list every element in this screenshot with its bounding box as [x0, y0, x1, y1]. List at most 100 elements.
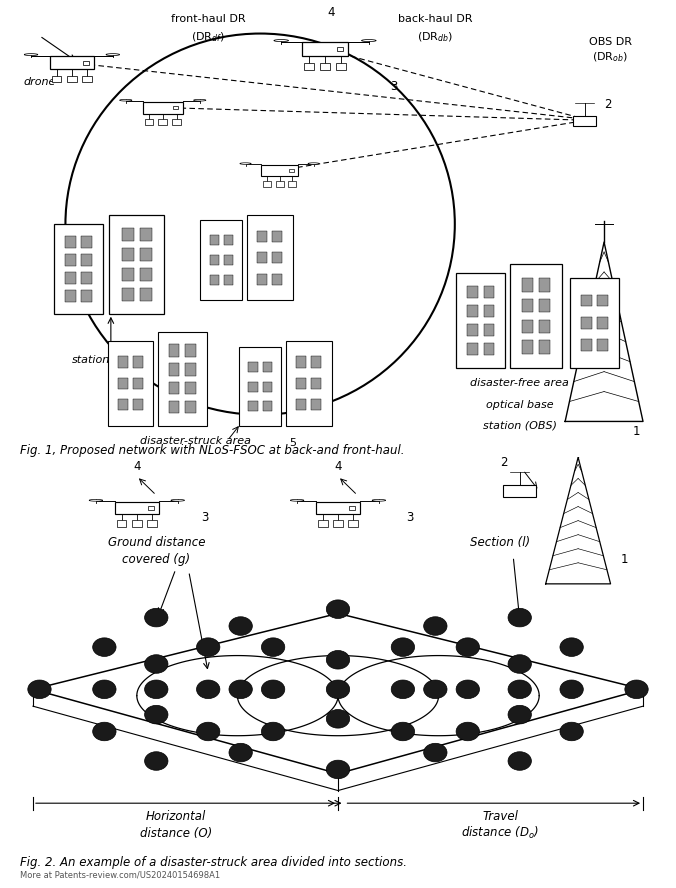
- Bar: [172, 120, 181, 125]
- Bar: [483, 343, 494, 355]
- Bar: [169, 363, 180, 376]
- Bar: [169, 345, 180, 357]
- Bar: [82, 75, 92, 83]
- Text: 3: 3: [201, 511, 209, 524]
- Ellipse shape: [262, 680, 285, 699]
- Text: (DR$_{ob}$): (DR$_{ob}$): [592, 51, 629, 64]
- Bar: [258, 274, 267, 284]
- Bar: [249, 401, 258, 411]
- Bar: [258, 252, 267, 264]
- Bar: [483, 324, 494, 336]
- Bar: [148, 506, 154, 510]
- Bar: [132, 520, 141, 527]
- Bar: [65, 254, 76, 266]
- Text: Ground distance: Ground distance: [107, 535, 205, 549]
- Ellipse shape: [508, 752, 531, 770]
- Ellipse shape: [508, 705, 531, 724]
- Text: 4: 4: [334, 460, 342, 473]
- Ellipse shape: [229, 743, 252, 762]
- Bar: [118, 399, 128, 410]
- Bar: [272, 231, 283, 242]
- Bar: [185, 401, 196, 413]
- Bar: [337, 47, 343, 52]
- Ellipse shape: [197, 722, 220, 741]
- Bar: [239, 347, 281, 426]
- Bar: [573, 116, 596, 126]
- Bar: [158, 120, 167, 125]
- Text: distance ($D_o$): distance ($D_o$): [461, 825, 539, 841]
- Bar: [597, 295, 608, 306]
- Text: disaster-free area: disaster-free area: [470, 377, 569, 387]
- Bar: [249, 382, 258, 392]
- Bar: [81, 290, 92, 302]
- Bar: [143, 101, 183, 114]
- Bar: [262, 401, 272, 411]
- Bar: [107, 341, 153, 426]
- Ellipse shape: [93, 680, 116, 699]
- Bar: [262, 382, 272, 392]
- Text: drone: drone: [23, 77, 55, 87]
- Text: optical base: optical base: [486, 400, 554, 410]
- Ellipse shape: [229, 680, 252, 699]
- Text: 5: 5: [289, 438, 296, 448]
- Bar: [118, 377, 128, 389]
- Bar: [50, 56, 94, 69]
- Ellipse shape: [391, 722, 414, 741]
- Bar: [262, 165, 297, 176]
- Ellipse shape: [28, 680, 51, 699]
- Bar: [504, 485, 536, 497]
- Bar: [349, 506, 355, 510]
- Ellipse shape: [240, 163, 251, 164]
- Bar: [289, 181, 296, 186]
- Bar: [349, 520, 358, 527]
- Bar: [320, 63, 330, 70]
- Ellipse shape: [327, 710, 349, 728]
- Ellipse shape: [145, 680, 168, 699]
- Bar: [301, 42, 348, 56]
- Ellipse shape: [362, 40, 376, 42]
- Text: OBS DR: OBS DR: [589, 36, 632, 47]
- Bar: [262, 362, 272, 372]
- Bar: [118, 356, 128, 368]
- Ellipse shape: [372, 499, 386, 501]
- Ellipse shape: [145, 705, 168, 724]
- Bar: [133, 356, 143, 368]
- Bar: [81, 254, 92, 266]
- Bar: [296, 377, 306, 389]
- Bar: [54, 224, 103, 313]
- Bar: [304, 63, 314, 70]
- Text: 3: 3: [390, 80, 397, 92]
- Ellipse shape: [456, 680, 479, 699]
- Text: Fig. 1, Proposed network with NLoS-FSOC at back-and front-haul.: Fig. 1, Proposed network with NLoS-FSOC …: [20, 444, 404, 457]
- Text: Travel: Travel: [482, 810, 518, 823]
- Bar: [65, 290, 76, 302]
- Bar: [296, 399, 306, 410]
- Text: 3: 3: [406, 511, 413, 524]
- Bar: [210, 234, 219, 245]
- Bar: [318, 520, 327, 527]
- Bar: [145, 120, 153, 125]
- Bar: [169, 382, 180, 394]
- Bar: [258, 231, 267, 242]
- Ellipse shape: [93, 638, 116, 656]
- Text: back-haul DR: back-haul DR: [398, 14, 473, 24]
- Ellipse shape: [456, 638, 479, 656]
- Bar: [581, 339, 592, 351]
- Ellipse shape: [560, 722, 583, 741]
- Ellipse shape: [508, 608, 531, 627]
- Bar: [570, 278, 619, 368]
- Bar: [467, 343, 478, 355]
- Ellipse shape: [145, 752, 168, 770]
- Bar: [200, 219, 242, 300]
- Bar: [140, 288, 152, 300]
- Text: 2: 2: [604, 98, 612, 110]
- Ellipse shape: [327, 680, 349, 699]
- Ellipse shape: [262, 638, 285, 656]
- Ellipse shape: [456, 722, 479, 741]
- Text: station (OBS): station (OBS): [483, 420, 557, 430]
- Ellipse shape: [327, 760, 349, 779]
- Bar: [210, 255, 219, 266]
- Bar: [224, 234, 233, 245]
- Ellipse shape: [193, 99, 206, 101]
- Ellipse shape: [290, 499, 304, 501]
